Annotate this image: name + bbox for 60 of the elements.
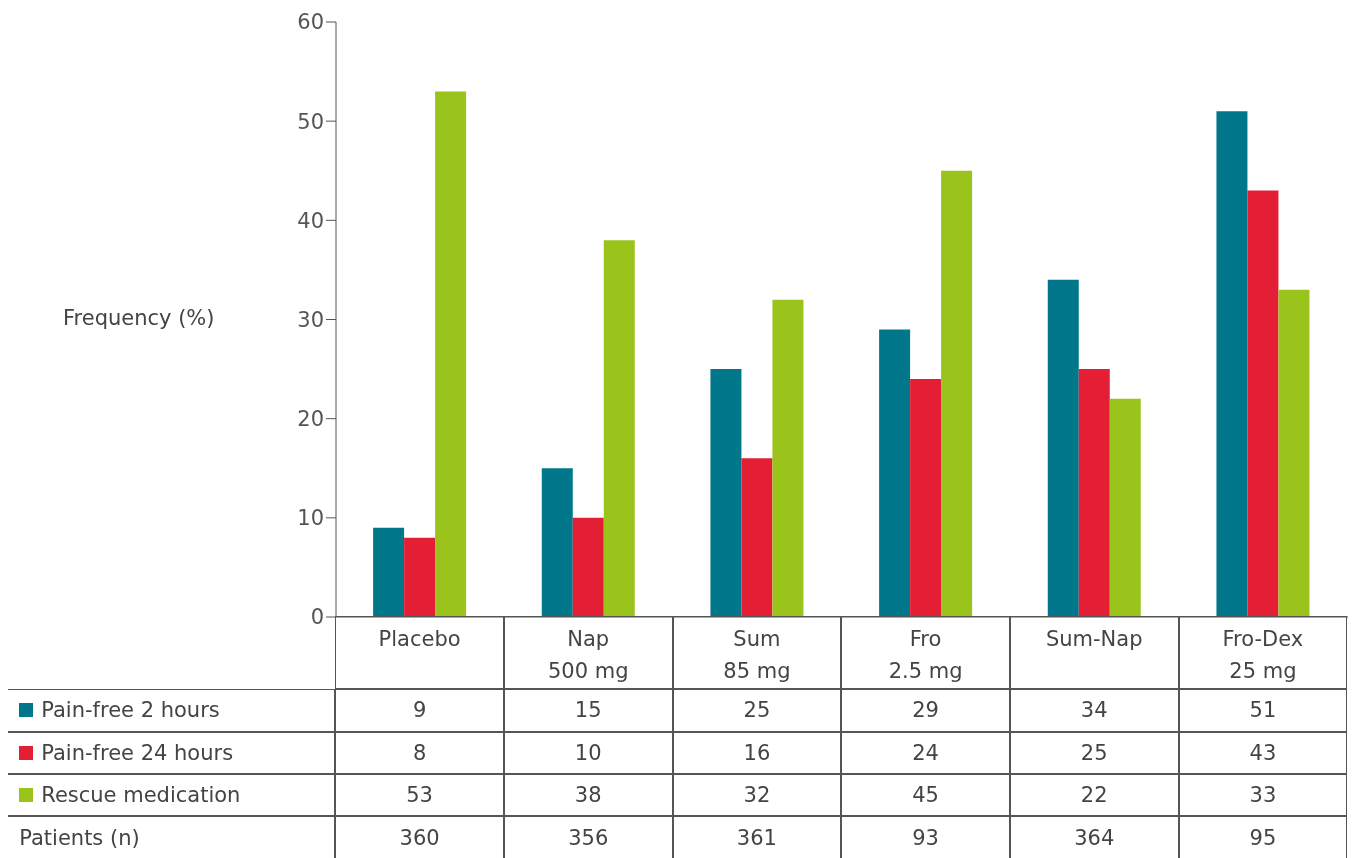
text: 361 bbox=[672, 816, 842, 858]
text: 364 bbox=[1009, 816, 1179, 858]
y-axis-title: Frequency (%) bbox=[63, 306, 215, 330]
bar bbox=[941, 170, 973, 617]
y-tick-label: 40 bbox=[297, 208, 324, 233]
x-tick-label: Fro 2.5 mg bbox=[841, 616, 1010, 690]
x-tick-label: Nap 500 mg bbox=[503, 616, 673, 690]
bar bbox=[1216, 111, 1248, 617]
data-label: 32 bbox=[672, 774, 842, 817]
data-label: 25 bbox=[1009, 731, 1179, 775]
bar bbox=[1078, 369, 1110, 617]
text: 356 bbox=[503, 816, 673, 858]
data-label: 16 bbox=[672, 731, 842, 775]
data-label: 34 bbox=[1009, 689, 1179, 732]
x-tick-label: Fro-Dex 25 mg bbox=[1178, 616, 1348, 690]
y-tick-label: 0 bbox=[310, 605, 324, 630]
data-label: 15 bbox=[503, 689, 673, 732]
data-label: 33 bbox=[1178, 774, 1348, 817]
bar bbox=[1278, 289, 1310, 617]
y-tick-label: 20 bbox=[297, 407, 324, 432]
bar bbox=[741, 458, 773, 617]
data-label: 25 bbox=[672, 689, 842, 732]
data-label: 53 bbox=[335, 774, 504, 817]
bar bbox=[435, 91, 467, 617]
data-label: 29 bbox=[841, 689, 1010, 732]
y-tick-label: 10 bbox=[297, 506, 324, 531]
text: 360 bbox=[335, 816, 504, 858]
bar bbox=[910, 379, 942, 617]
x-tick-label: Sum-Nap bbox=[1009, 616, 1179, 690]
y-tick-label: 30 bbox=[297, 307, 324, 332]
bar bbox=[879, 329, 911, 617]
x-tick-label: Placebo bbox=[335, 616, 504, 690]
bar bbox=[772, 299, 804, 617]
y-tick-label: 60 bbox=[297, 10, 324, 35]
bar bbox=[373, 527, 405, 617]
x-tick-label: Sum 85 mg bbox=[672, 616, 842, 690]
text: 95 bbox=[1178, 816, 1348, 858]
legend-label: Rescue medication bbox=[7, 774, 336, 817]
data-label: 24 bbox=[841, 731, 1010, 775]
bar bbox=[1109, 398, 1141, 617]
bar bbox=[603, 240, 635, 617]
data-label: 22 bbox=[1009, 774, 1179, 817]
legend-label: Pain-free 2 hours bbox=[7, 689, 336, 732]
text: Patients (n) bbox=[7, 816, 336, 858]
bar bbox=[572, 517, 604, 617]
legend-label: Pain-free 24 hours bbox=[7, 731, 336, 775]
y-tick-label: 50 bbox=[297, 109, 324, 134]
data-label: 10 bbox=[503, 731, 673, 775]
data-label: 43 bbox=[1178, 731, 1348, 775]
data-label: 45 bbox=[841, 774, 1010, 817]
data-label: 38 bbox=[503, 774, 673, 817]
data-label: 8 bbox=[335, 731, 504, 775]
bar bbox=[1047, 279, 1079, 617]
text: 93 bbox=[841, 816, 1010, 858]
bar bbox=[541, 468, 573, 617]
bar bbox=[1247, 190, 1279, 617]
bar bbox=[710, 369, 742, 617]
data-label: 51 bbox=[1178, 689, 1348, 732]
bar bbox=[404, 537, 436, 617]
data-label: 9 bbox=[335, 689, 504, 732]
